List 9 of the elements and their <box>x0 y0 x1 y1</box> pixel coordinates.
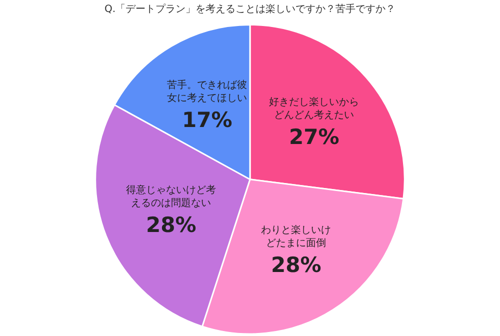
data-label: 28% <box>271 253 322 277</box>
chart-title: Q.「デートプラン」を考えることは楽しいですか？苦手ですか？ <box>104 3 396 16</box>
data-label: 27% <box>289 125 340 149</box>
slice-label: 苦手。できれば彼女に考えてほしい <box>167 79 247 104</box>
data-label: 17% <box>182 108 232 132</box>
slice-label: 好きだし楽しいからどんどん考えたい <box>269 96 359 121</box>
slice-label: 得意じゃないけど考えるのは問題ない <box>126 184 216 209</box>
slice-label: わりと楽しいけどたまに面倒 <box>261 224 331 249</box>
data-label: 28% <box>146 213 196 237</box>
